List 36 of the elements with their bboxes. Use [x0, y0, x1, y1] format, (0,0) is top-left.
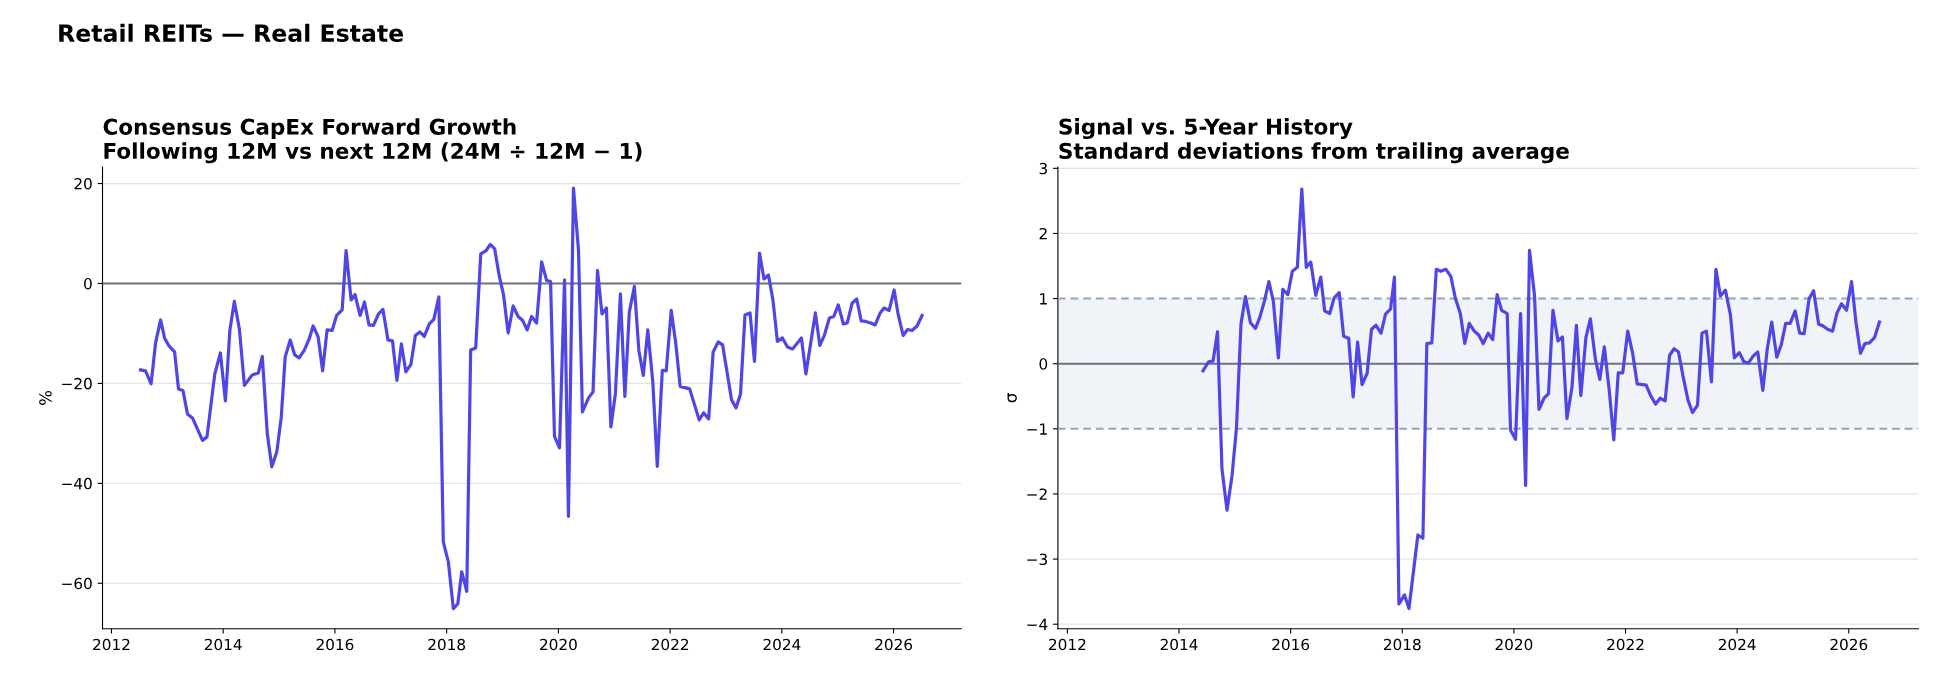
y-tick-label: −40: [62, 477, 92, 490]
x-tick-label: 2016: [1272, 638, 1310, 651]
x-tick-label: 2014: [1160, 638, 1198, 651]
x-tick-label: 2024: [1718, 638, 1756, 651]
line-series: [138, 186, 924, 611]
y-tick-label: 0: [84, 277, 92, 290]
chart-subtitle: Consensus CapEx Forward Growth Following 12M vs next 12M (24M ÷ 12M − 1): [103, 118, 642, 164]
y-axis-title: σ: [1007, 393, 1017, 403]
y-tick-label: 2: [1039, 227, 1047, 240]
x-tick-label: 2022: [1607, 638, 1644, 651]
chart-title: Signal vs. 5-Year History Standard deviations from trailing average: [1059, 118, 1569, 164]
y-tick-label: 1: [1040, 293, 1047, 305]
x-tick-label: 2026: [1830, 638, 1868, 651]
chart-title: Retail REITs — Real Estate: [59, 23, 404, 43]
y-tick-label: −2: [1027, 488, 1047, 500]
y-tick-label: 20: [74, 177, 92, 190]
x-tick-label: 2020: [540, 638, 577, 651]
x-tick-label: 2014: [204, 638, 242, 651]
y-tick-label: −4: [1027, 618, 1048, 630]
line-series: [1201, 187, 1882, 611]
y-tick-label: 3: [1039, 162, 1047, 175]
x-tick-label: 2012: [1049, 638, 1086, 651]
x-tick-label: 2024: [763, 638, 801, 651]
x-tick-label: 2018: [1383, 638, 1421, 651]
y-tick-label: 0: [1039, 358, 1048, 370]
x-tick-label: 2022: [651, 638, 689, 651]
x-tick-label: 2016: [316, 638, 354, 651]
x-tick-label: 2026: [875, 638, 913, 651]
y-tick-label: −1: [1027, 423, 1047, 435]
x-tick-label: 2020: [1495, 638, 1533, 651]
x-tick-label: 2018: [428, 638, 466, 651]
y-tick-label: −20: [62, 377, 92, 390]
y-axis-title: %: [39, 390, 52, 405]
y-tick-label: −60: [62, 577, 92, 590]
x-tick-label: 2012: [93, 638, 130, 651]
y-tick-label: −3: [1027, 553, 1047, 566]
